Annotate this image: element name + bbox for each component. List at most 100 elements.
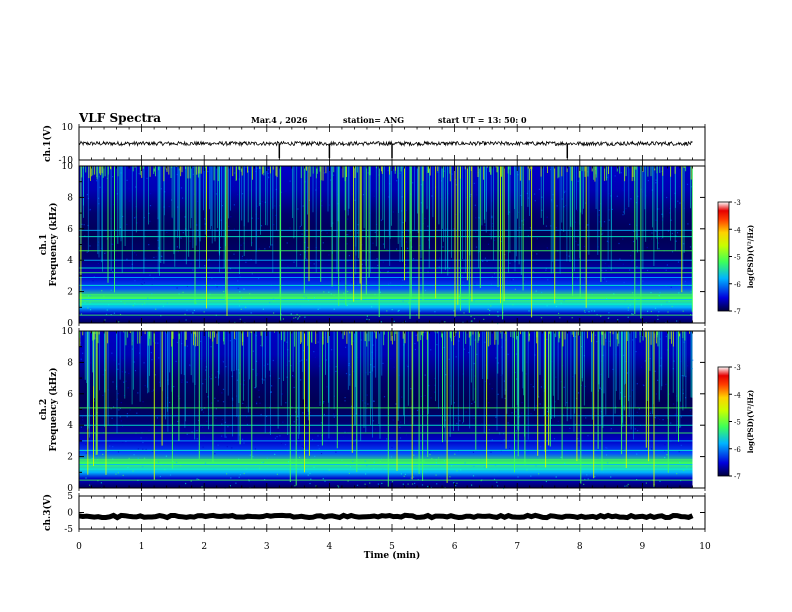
- ch2-spectrogram-speckle: [657, 379, 659, 381]
- ch2-spectrogram-speckle: [676, 473, 678, 475]
- ch1-spectrogram-speckle: [659, 233, 661, 235]
- ch2-spectrogram-speckle: [530, 383, 532, 386]
- ch1-spectrogram-speckle: [686, 183, 689, 185]
- ch2-spectrogram-speckle: [596, 341, 598, 343]
- ch1-spectrogram-speckle: [404, 320, 406, 322]
- ch1-spectrogram-speckle: [355, 283, 357, 285]
- ch1-spectrogram-speckle: [608, 266, 610, 268]
- ch1-spectrogram-speckle: [550, 168, 552, 171]
- ch2-spectrogram-speckle: [181, 379, 183, 381]
- ch2-spectrogram-speckle: [320, 422, 322, 424]
- ch2-spectrogram-speckle: [658, 418, 661, 420]
- ch1-spectrogram-speckle: [410, 241, 412, 243]
- ch2-spectrogram-speckle: [348, 363, 350, 365]
- ch2-spectrogram-speckle: [410, 388, 412, 390]
- ch1-spectrogram-speckle: [256, 205, 258, 207]
- ch1-spectrogram-speckle: [368, 283, 370, 286]
- ch1-spectrogram-speckle: [565, 204, 567, 207]
- ch1-spectrogram-speckle: [303, 166, 305, 168]
- ch2-spectrogram-speckle: [307, 413, 309, 415]
- ch1-spectrogram-speckle: [504, 304, 506, 307]
- ch2-spectrogram-speckle: [142, 441, 144, 444]
- ch2-spectrogram-speckle: [115, 473, 117, 475]
- ch2-spectrogram-speckle: [202, 411, 205, 413]
- x-tick-label: 2: [201, 542, 207, 552]
- ch1-spectrogram-speckle: [230, 216, 232, 218]
- ch2-spectrogram-speckle: [664, 444, 666, 446]
- ch1-spectrogram-speckle: [134, 252, 136, 254]
- start-time-label: start UT = 13: 50: 0: [438, 115, 527, 125]
- ch1-spectrogram-speckle: [320, 200, 322, 202]
- x-tick-label: 4: [327, 542, 333, 552]
- ch1-spectrogram-speckle: [384, 168, 386, 170]
- ch3-waveform-trace: [78, 512, 694, 521]
- ch2-spectrogram-speckle: [201, 347, 203, 349]
- ch2-spectrogram-speckle: [216, 449, 218, 451]
- ch1-spectrogram-speckle: [406, 247, 409, 249]
- ch2-spectrogram-speckle: [318, 448, 320, 450]
- ch2-spectrogram-speckle: [577, 392, 580, 394]
- ch2-spectrogram-speckle: [139, 352, 141, 354]
- ch2-spectrogram-speckle: [362, 400, 364, 402]
- ch1-spectrogram-ytick-label: 2: [67, 288, 73, 298]
- ch2-spectrogram-speckle: [473, 362, 475, 365]
- ch1-spectrogram-speckle: [588, 311, 590, 313]
- ch2-spectrogram-speckle: [672, 403, 675, 405]
- ch2-spectrogram-speckle: [294, 485, 296, 487]
- ch1-spectrogram-speckle: [608, 265, 610, 267]
- ch2-spectrogram-speckle: [640, 366, 642, 368]
- ch2-spectrogram-speckle: [137, 392, 139, 394]
- ch1-spectrogram-speckle: [646, 269, 649, 272]
- ch2-spectrogram-speckle: [517, 476, 519, 478]
- ch2-spectrogram-speckle: [404, 473, 406, 475]
- ch2-spectrogram-speckle: [256, 401, 258, 403]
- ch1-spectrogram-speckle: [672, 167, 674, 169]
- ch1-spectrogram-speckle: [305, 275, 307, 277]
- ch2-spectrogram-speckle: [156, 417, 158, 419]
- ch1-spectrogram-speckle: [657, 315, 659, 317]
- ch2-spectrogram-speckle: [122, 357, 124, 359]
- ch1-spectrogram-speckle: [504, 254, 506, 256]
- ch2-spectrogram-speckle: [503, 439, 505, 441]
- ch2-spectrogram-speckle: [455, 485, 457, 487]
- ch2-spectrogram-speckle: [366, 465, 368, 467]
- ch2-spectrogram-speckle: [318, 365, 320, 367]
- ch2-spectrogram-speckle: [403, 344, 405, 346]
- ch2-spectrogram-speckle: [210, 346, 212, 348]
- ch2-spectrogram-speckle: [352, 460, 354, 462]
- ch1-spectrogram-speckle: [538, 188, 540, 190]
- ch2-spectrogram-speckle: [500, 332, 502, 334]
- ch2-spectrogram-speckle: [488, 402, 490, 404]
- ch2-spectrogram-speckle: [554, 401, 556, 403]
- ch1-spectrogram-speckle: [598, 179, 600, 181]
- ch1-spectrogram-speckle: [158, 184, 160, 186]
- ch1-spectrogram-speckle: [205, 191, 207, 193]
- ch3-waveform-ylabel: ch.3(V): [42, 494, 53, 531]
- ch2-spectrogram-speckle: [263, 364, 265, 367]
- ch1-spectrogram-speckle: [313, 297, 315, 299]
- ch1-spectrogram-speckle: [237, 280, 239, 282]
- ch1-spectrogram-speckle: [546, 305, 548, 307]
- ch1-spectrogram-speckle: [386, 310, 388, 312]
- ch2-spectrogram-speckle: [324, 439, 326, 441]
- ch2-spectrogram-speckle: [226, 473, 228, 475]
- ch2-spectrogram-speckle: [381, 482, 383, 484]
- ch1-spectrogram-speckle: [216, 230, 218, 232]
- ch1-spectrogram-speckle: [608, 209, 610, 211]
- ch1-spectrogram-speckle: [328, 204, 330, 206]
- ch2-spectrogram-speckle: [503, 333, 505, 335]
- ch2-spectrogram-speckle: [126, 416, 128, 418]
- ch1-spectrogram-speckle: [237, 287, 239, 289]
- ch1-spectrogram-speckle: [155, 256, 157, 258]
- ch2-spectrogram-speckle: [89, 484, 91, 486]
- ch1-spectrogram-speckle: [293, 317, 295, 319]
- ch2-spectrogram-speckle: [196, 478, 198, 480]
- ch2-spectrogram-speckle: [133, 454, 135, 456]
- ch1-spectrogram-speckle: [639, 270, 641, 272]
- ch1-spectrogram-speckle: [690, 314, 692, 316]
- ch2-spectrogram-speckle: [288, 370, 291, 372]
- ch2-spectrogram-speckle: [199, 426, 202, 428]
- ch1-spectrogram-speckle: [419, 245, 421, 247]
- ch2-spectrogram-speckle: [90, 362, 92, 364]
- ch1-spectrogram-speckle: [81, 223, 83, 225]
